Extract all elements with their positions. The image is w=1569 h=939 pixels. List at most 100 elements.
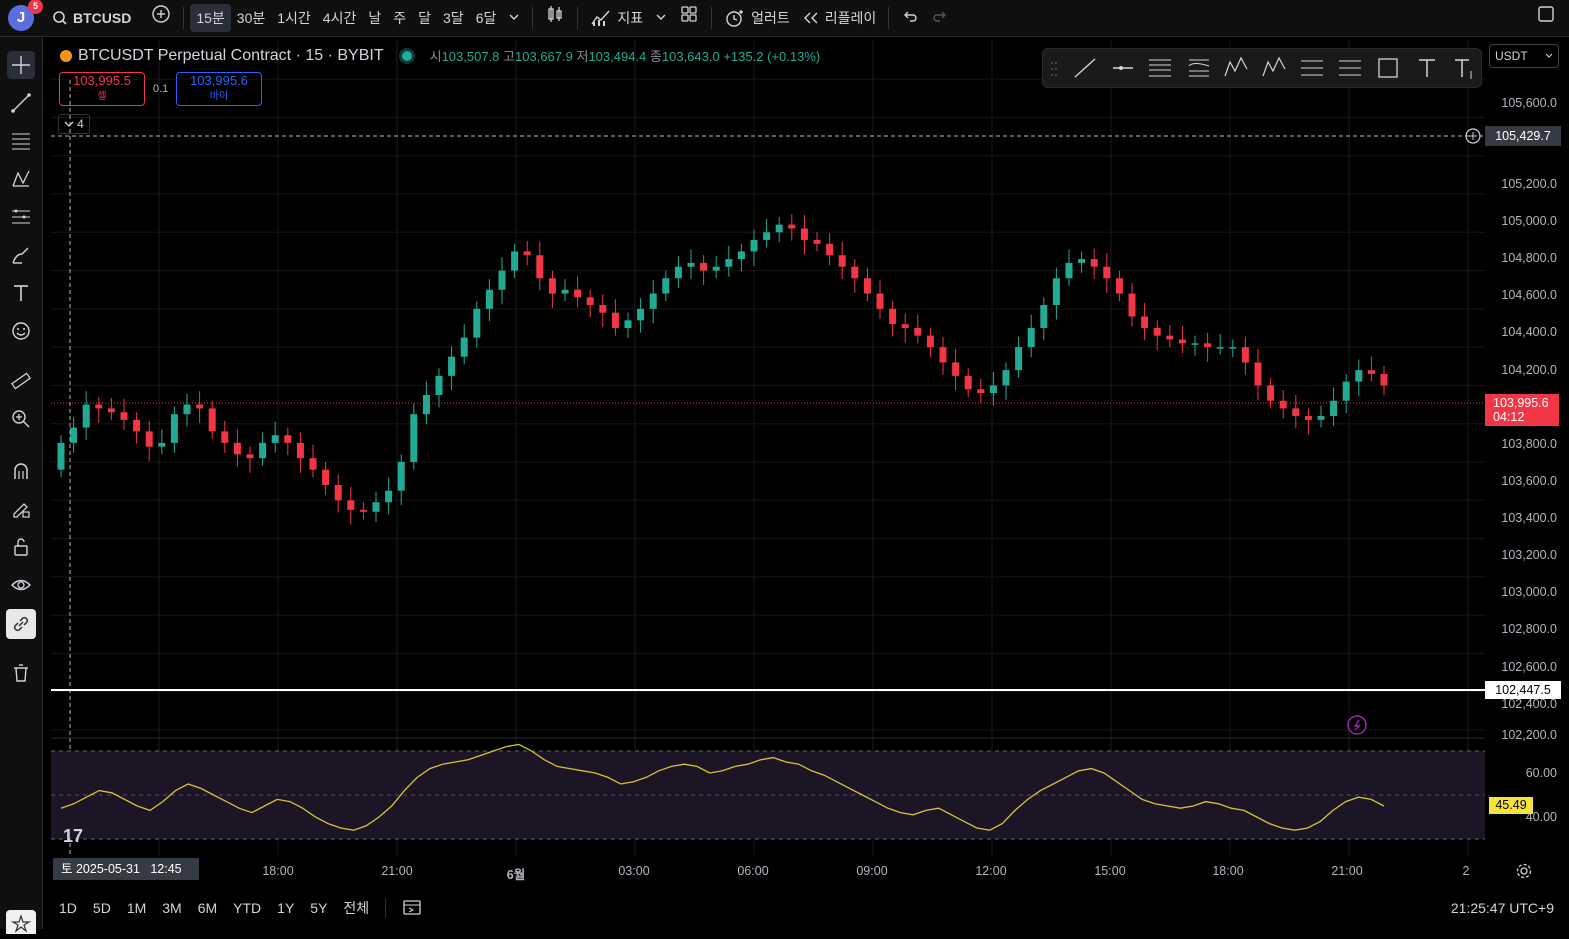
open-value: 103,507.8 xyxy=(441,49,500,64)
candle-body xyxy=(989,385,997,394)
candle-body xyxy=(926,335,934,348)
pattern-tool[interactable] xyxy=(7,165,35,193)
price-range-icon xyxy=(1339,60,1361,76)
time-axis[interactable]: 토 2025-05-31 12:45 18:00 21:00 6월 03:00 … xyxy=(51,858,1485,884)
candle-body xyxy=(284,435,292,443)
square-icon xyxy=(1538,6,1554,22)
candle-body xyxy=(410,414,418,462)
goto-date-button[interactable] xyxy=(402,898,422,919)
prediction-tool[interactable] xyxy=(7,203,35,231)
candle-body xyxy=(196,404,204,409)
sync-drawings-tool[interactable] xyxy=(6,609,36,639)
indicators-icon xyxy=(591,10,610,26)
magnet-tool[interactable] xyxy=(7,457,35,485)
symbol-title[interactable]: BTCUSDT Perpetual Contract · 15 · BYBIT xyxy=(78,46,384,64)
lock-drawings-tool[interactable] xyxy=(7,533,35,561)
price-tick: 105,000.0 xyxy=(1501,214,1557,228)
last-price-label: 103,995.6 04:12 xyxy=(1485,394,1559,426)
redo-button[interactable] xyxy=(925,4,955,32)
buy-button[interactable]: 103,995.6 바이 xyxy=(176,72,262,106)
brush-tool[interactable] xyxy=(7,241,35,269)
range-5y[interactable]: 5Y xyxy=(310,900,328,916)
range-all[interactable]: 전체 xyxy=(343,900,370,916)
timeframe-month[interactable]: 달 xyxy=(418,10,432,26)
range-3m[interactable]: 3M xyxy=(162,900,182,916)
price-axis[interactable]: USDT 105,600.0 105,200.0 105,000.0 104,8… xyxy=(1485,40,1569,856)
timeframe-6month[interactable]: 6달 xyxy=(475,10,497,26)
candle-body xyxy=(1317,416,1325,420)
candle-body xyxy=(876,293,884,309)
time-tick: 6월 xyxy=(506,868,526,882)
add-alert-button[interactable] xyxy=(1464,127,1482,145)
candle-body xyxy=(851,266,859,279)
chart-settings-button[interactable] xyxy=(1515,862,1533,880)
layout-button[interactable] xyxy=(673,4,705,32)
symbol-search[interactable]: BTCUSD xyxy=(52,0,131,36)
indicator-templates-dropdown[interactable] xyxy=(649,4,673,32)
candle-body xyxy=(1078,259,1086,263)
candle-body xyxy=(775,224,783,233)
timeframe-day[interactable]: 날 xyxy=(368,10,382,26)
range-ytd[interactable]: YTD xyxy=(233,900,262,916)
undo-button[interactable] xyxy=(895,4,925,32)
stay-drawing-tool[interactable] xyxy=(7,495,35,523)
indicators-label: 지표 xyxy=(617,10,644,26)
price-tick: 103,600.0 xyxy=(1501,474,1557,488)
candle-body xyxy=(624,320,632,328)
compare-symbol-button[interactable] xyxy=(145,4,177,32)
timeframe-15m[interactable]: 15분 xyxy=(190,4,231,32)
fib-tool[interactable] xyxy=(7,127,35,155)
bar-countdown: 04:12 xyxy=(1493,410,1525,424)
candle-body xyxy=(473,308,481,338)
timeframe-1h[interactable]: 1시간 xyxy=(277,10,311,26)
candle-body xyxy=(422,395,430,415)
clock-timezone[interactable]: 21:25:47 UTC+9 xyxy=(1450,900,1554,916)
range-6m[interactable]: 6M xyxy=(197,900,218,916)
candle-body xyxy=(435,375,443,395)
rsi-value-label: 45.49 xyxy=(1489,797,1533,814)
price-tick: 103,000.0 xyxy=(1501,585,1557,599)
crosshair-tool[interactable] xyxy=(7,51,35,79)
text-icon xyxy=(14,285,28,301)
timeframe-week[interactable]: 주 xyxy=(393,10,407,26)
timeframe-4h[interactable]: 4시간 xyxy=(322,10,357,26)
price-tick: 104,800.0 xyxy=(1501,251,1557,265)
market-status-dot[interactable] xyxy=(401,50,412,61)
candle-body xyxy=(964,375,972,390)
trend-line-tool[interactable] xyxy=(7,89,35,117)
hide-drawings-tool[interactable] xyxy=(7,571,35,599)
range-1m[interactable]: 1M xyxy=(126,900,147,916)
price-chart[interactable]: 17 xyxy=(51,40,1485,856)
timeframe-3month[interactable]: 3달 xyxy=(443,10,464,26)
replay-button[interactable]: 리플레이 xyxy=(796,4,883,32)
candle-body xyxy=(511,251,519,271)
chart-type-button[interactable] xyxy=(539,4,571,32)
emoji-tool[interactable] xyxy=(7,317,35,345)
timeframe-30m[interactable]: 30분 xyxy=(236,10,266,26)
legend-collapse-button[interactable]: 4 xyxy=(58,114,90,134)
candle-body xyxy=(737,251,745,260)
text-tool[interactable] xyxy=(7,279,35,307)
fib-lines-icon xyxy=(12,133,30,150)
user-avatar[interactable]: J 5 xyxy=(8,0,43,31)
measure-tool[interactable] xyxy=(7,367,35,395)
alert-button[interactable]: 얼러트 xyxy=(718,4,796,32)
range-1y[interactable]: 1Y xyxy=(277,900,295,916)
currency-select[interactable]: USDT xyxy=(1489,44,1559,68)
remove-drawings-tool[interactable] xyxy=(7,659,35,687)
indicators-button[interactable]: 지표 xyxy=(584,4,649,32)
buy-price: 103,995.6 xyxy=(190,73,248,88)
notification-badge: 5 xyxy=(28,0,43,14)
zoom-tool[interactable] xyxy=(7,405,35,433)
favorites-button[interactable] xyxy=(6,910,36,934)
sell-button[interactable]: 103,995.5 셀 xyxy=(59,72,145,106)
range-5d[interactable]: 5D xyxy=(92,900,111,916)
tradingview-logo: 17 xyxy=(63,826,83,846)
timeframe-dropdown[interactable] xyxy=(502,4,526,32)
fullscreen-button[interactable] xyxy=(1531,4,1561,32)
rsi-line xyxy=(60,743,1385,831)
rectangle-icon xyxy=(1378,58,1398,78)
range-1d[interactable]: 1D xyxy=(59,900,77,916)
price-tick: 105,600.0 xyxy=(1501,96,1557,110)
candle-body xyxy=(649,293,657,309)
